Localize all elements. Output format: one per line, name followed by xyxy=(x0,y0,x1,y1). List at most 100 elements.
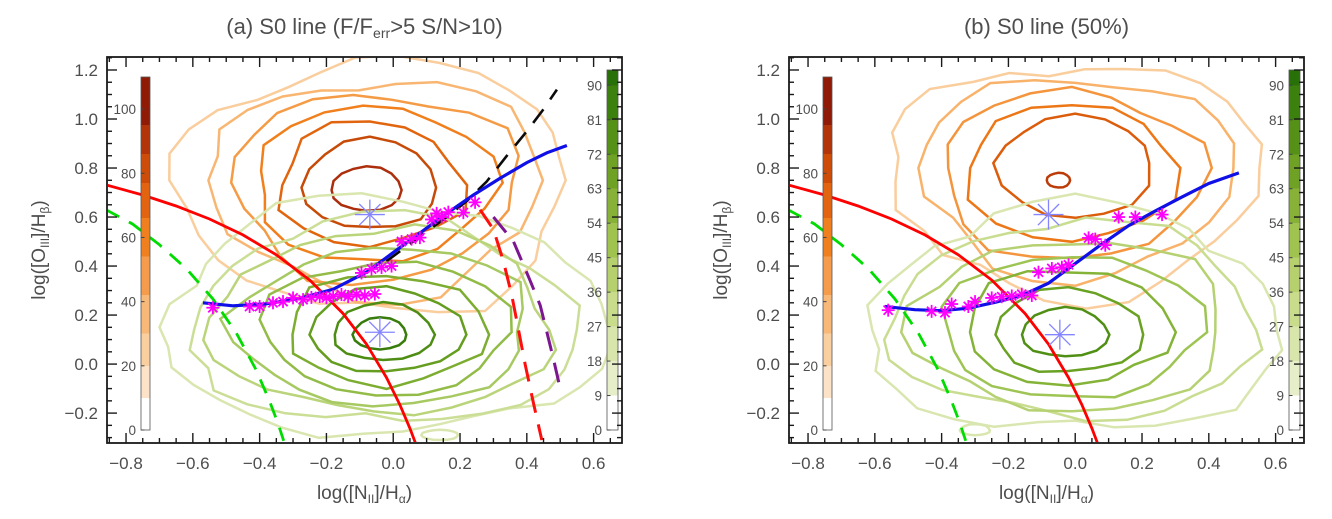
magenta-asterisk-group xyxy=(206,195,482,315)
blue-asterisk xyxy=(354,199,385,230)
y-axis-label: log([OIII]/Hβ) xyxy=(711,200,734,300)
magenta-asterisk-spoke xyxy=(963,301,974,312)
magenta-asterisk-spoke xyxy=(396,236,407,247)
left-colorbar-tick-label: 80 xyxy=(121,166,136,181)
right-colorbar-tick-label: 18 xyxy=(1269,354,1284,369)
blue-asterisk-spoke xyxy=(1037,203,1060,226)
right-colorbar-tick-label: 63 xyxy=(1269,182,1284,197)
magenta-asterisk-spoke xyxy=(287,292,299,304)
blue-asterisk xyxy=(1044,319,1075,350)
magenta-asterisk xyxy=(276,295,290,309)
magenta-asterisk xyxy=(358,289,372,303)
magenta-asterisk xyxy=(1155,208,1169,222)
magenta-asterisk-spoke xyxy=(267,297,279,309)
y-tick-label: −0.2 xyxy=(64,404,98,423)
magenta-asterisk xyxy=(375,261,389,275)
panel-b: 0 20 40 60 80 100 0 9 18 27 36 45 54 63 72 81 90 −0.8 −0.6… xyxy=(711,14,1305,506)
magenta-asterisk xyxy=(243,299,257,313)
plot-frame xyxy=(788,56,1305,444)
magenta-asterisk xyxy=(938,306,952,320)
magenta-asterisk-spoke xyxy=(376,262,387,273)
magenta-asterisk-spoke xyxy=(386,260,397,272)
orange-density-level-30 xyxy=(207,80,545,307)
y-tick-label: 0.8 xyxy=(74,159,98,178)
left-colorbar-tick-label: 60 xyxy=(803,230,818,245)
magenta-asterisk-spoke xyxy=(1026,290,1038,301)
orange-density-level-45 xyxy=(946,85,1214,260)
kauffmann-line xyxy=(108,209,286,442)
blue-asterisk-spoke xyxy=(1048,323,1071,346)
magenta-asterisk xyxy=(368,287,382,301)
magenta-asterisk xyxy=(266,296,280,310)
magenta-asterisk-spoke xyxy=(443,206,454,218)
blue-asterisk xyxy=(1033,199,1064,230)
magenta-asterisk-spoke xyxy=(926,306,937,317)
kewley-line xyxy=(108,183,417,442)
axis-ticks xyxy=(107,57,622,443)
magenta-asterisk xyxy=(304,290,318,304)
right-colorbar-tick-label: 81 xyxy=(1269,113,1284,128)
magenta-asterisk-spoke xyxy=(882,304,894,316)
green-density-level-54 xyxy=(994,285,1145,373)
magenta-asterisk xyxy=(1062,258,1076,272)
magenta-asterisk xyxy=(968,295,982,309)
orange-density-level-90 xyxy=(1045,171,1072,189)
magenta-asterisk xyxy=(435,210,449,224)
green-density-level-9 xyxy=(958,422,992,437)
magenta-asterisk xyxy=(354,266,368,280)
x-tick-label: −0.4 xyxy=(243,454,277,473)
panel-a-title: (a) S0 line (F/Ferr>5 S/N>10) xyxy=(226,14,502,41)
y-tick-label: 0.2 xyxy=(74,306,98,325)
green-density-level-72 xyxy=(333,300,437,362)
x-axis-label: log([NII]/Hα) xyxy=(999,483,1094,506)
x-tick-label: −0.2 xyxy=(992,454,1026,473)
red-dashed-line xyxy=(478,208,544,441)
magenta-asterisk xyxy=(349,287,363,301)
right-colorbar-tick-label: 36 xyxy=(1269,285,1284,300)
right-colorbar-tick-label: 18 xyxy=(587,354,602,369)
y-tick-label: −0.2 xyxy=(746,404,780,423)
magenta-asterisk xyxy=(1128,210,1142,224)
magenta-asterisk xyxy=(881,303,895,317)
y-tick-label: 1.2 xyxy=(756,61,780,80)
green-density-level-36 xyxy=(940,256,1209,399)
magenta-asterisk xyxy=(1025,288,1039,302)
magenta-asterisk xyxy=(1112,210,1126,224)
magenta-asterisk-spoke xyxy=(1006,290,1017,302)
green-density-contours xyxy=(158,192,612,442)
magenta-asterisk-spoke xyxy=(986,292,997,304)
panel-b-title: (b) S0 line (50%) xyxy=(964,14,1129,39)
green-density-level-45 xyxy=(258,260,513,397)
magenta-asterisk-spoke xyxy=(207,302,219,313)
left-colorbar-tick-label: 20 xyxy=(803,359,818,374)
left-colorbar-tick-label: 0 xyxy=(810,423,818,438)
magenta-asterisk-spoke xyxy=(431,208,442,219)
right-colorbar-tick-label: 63 xyxy=(587,182,602,197)
magenta-asterisk xyxy=(334,287,348,301)
magenta-asterisk xyxy=(1005,289,1019,303)
right-colorbar-tick-label: 27 xyxy=(1269,320,1284,335)
green-density-level-27 xyxy=(899,242,1217,413)
x-tick-label: 0.4 xyxy=(515,454,539,473)
green-density-level-54 xyxy=(291,274,491,391)
magenta-asterisk-spoke xyxy=(969,296,981,307)
right-colorbar-tick-label: 9 xyxy=(594,389,602,404)
y-tick-label: 0.0 xyxy=(756,355,780,374)
magenta-asterisk-spoke xyxy=(277,296,289,307)
magenta-asterisk xyxy=(413,231,427,245)
magenta-asterisk xyxy=(1015,287,1029,301)
magenta-asterisk-spoke xyxy=(1033,266,1044,278)
left-colorbar-tick-label: 40 xyxy=(803,295,818,310)
orange-density-contours xyxy=(168,58,568,314)
magenta-asterisk-spoke xyxy=(359,290,371,301)
magenta-asterisk xyxy=(945,297,959,311)
magenta-asterisk xyxy=(468,195,482,209)
green-density-level-27 xyxy=(201,223,558,417)
magenta-asterisk xyxy=(1098,238,1112,252)
right-colorbar-tick-label: 54 xyxy=(1269,216,1285,231)
right-colorbar xyxy=(606,69,619,431)
x-tick-label: 0.6 xyxy=(582,454,606,473)
y-tick-label: 0.6 xyxy=(756,208,780,227)
